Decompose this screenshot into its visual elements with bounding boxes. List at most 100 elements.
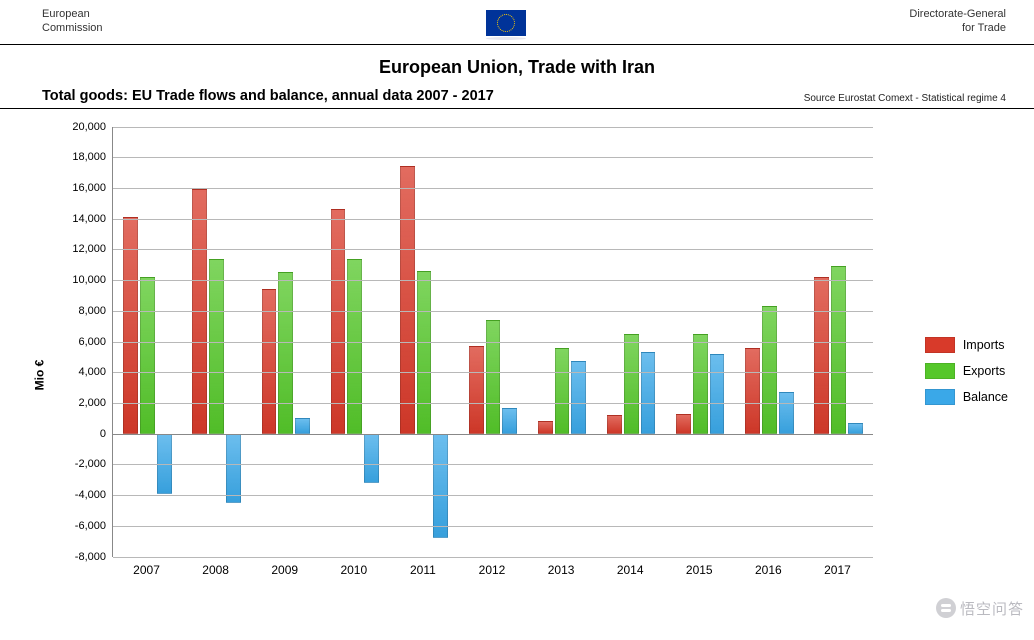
bar: [226, 434, 241, 503]
legend-item: Imports: [925, 337, 1008, 353]
eu-logo: [486, 10, 526, 40]
y-tick-label: 20,000: [54, 121, 106, 133]
y-tick-label: -2,000: [54, 458, 106, 470]
bar: [295, 418, 310, 433]
watermark-icon: [936, 598, 956, 618]
legend-label: Balance: [963, 390, 1008, 404]
bar: [676, 414, 691, 434]
gridline: [113, 372, 873, 373]
bar: [364, 434, 379, 483]
bar: [347, 259, 362, 434]
bar: [209, 259, 224, 434]
x-tick-label: 2014: [617, 563, 644, 577]
x-tick-label: 2011: [410, 563, 436, 577]
main-title: European Union, Trade with Iran: [0, 57, 1034, 78]
header-right-line1: Directorate-General: [909, 8, 1006, 22]
x-axis-labels: 2007 2008 2009 2010 2011 2012 2013 2014 2015 2016…: [112, 563, 872, 581]
bar: [331, 209, 346, 433]
legend-label: Exports: [963, 364, 1005, 378]
bar: [140, 277, 155, 434]
y-tick-label: 18,000: [54, 151, 106, 163]
gridline: [113, 557, 873, 558]
bar: [400, 166, 415, 433]
gridline: [113, 526, 873, 527]
bar: [607, 415, 622, 433]
gridline: [113, 219, 873, 220]
bar: [831, 266, 846, 433]
legend-swatch: [925, 389, 955, 405]
bar: [624, 334, 639, 434]
zero-line: [113, 434, 873, 435]
y-tick-label: 8,000: [54, 305, 106, 317]
y-tick-label: 16,000: [54, 182, 106, 194]
bar: [502, 408, 517, 434]
watermark-text: 悟空问答: [960, 598, 1024, 619]
legend-label: Imports: [963, 338, 1005, 352]
header-left: European Commission: [42, 8, 103, 36]
gridline: [113, 127, 873, 128]
bar: [779, 392, 794, 433]
y-tick-label: 6,000: [54, 336, 106, 348]
header-left-line2: Commission: [42, 22, 103, 36]
y-tick-label: 2,000: [54, 397, 106, 409]
y-tick-label: 0: [54, 428, 106, 440]
gridline: [113, 188, 873, 189]
gridline: [113, 342, 873, 343]
bar: [693, 334, 708, 434]
bar: [538, 421, 553, 433]
gridline: [113, 495, 873, 496]
source-text: Source Eurostat Comext - Statistical reg…: [804, 93, 1006, 108]
eu-flag-icon: [486, 10, 526, 36]
legend-swatch: [925, 337, 955, 353]
subtitle-row: Total goods: EU Trade flows and balance,…: [0, 88, 1034, 109]
legend-item: Balance: [925, 389, 1008, 405]
bar: [469, 346, 484, 434]
y-tick-label: -4,000: [54, 489, 106, 501]
x-tick-label: 2015: [686, 563, 713, 577]
bar: [555, 348, 570, 434]
bar: [710, 354, 725, 434]
x-tick-label: 2017: [824, 563, 851, 577]
y-tick-label: 10,000: [54, 274, 106, 286]
y-axis-ticks: -8,000-6,000-4,000-2,00002,0004,0006,000…: [54, 127, 106, 557]
legend: Imports Exports Balance: [925, 327, 1008, 415]
y-axis-label: Mio €: [32, 359, 46, 390]
watermark: 悟空问答: [936, 598, 1024, 619]
bar: [433, 434, 448, 538]
bar: [848, 423, 863, 434]
page-header: European Commission Directorate-General …: [0, 0, 1034, 45]
x-tick-label: 2012: [479, 563, 506, 577]
x-tick-label: 2007: [133, 563, 160, 577]
bar: [278, 272, 293, 433]
bar: [641, 352, 656, 433]
legend-item: Exports: [925, 363, 1008, 379]
gridline: [113, 157, 873, 158]
y-tick-label: 4,000: [54, 366, 106, 378]
bar: [417, 271, 432, 434]
flag-shadow: [486, 37, 526, 40]
chart-area: Mio € -8,000 -6,000 -4,000 -2,000 0 2,000 4,00…: [0, 127, 1034, 623]
header-right: Directorate-General for Trade: [909, 8, 1006, 36]
plot-area: [112, 127, 873, 557]
gridline: [113, 280, 873, 281]
x-tick-label: 2008: [202, 563, 229, 577]
gridline: [113, 249, 873, 250]
y-tick-label: -8,000: [54, 551, 106, 563]
header-right-line2: for Trade: [909, 22, 1006, 36]
gridline: [113, 311, 873, 312]
header-left-line1: European: [42, 8, 103, 22]
bar: [814, 277, 829, 434]
gridline: [113, 464, 873, 465]
bar: [486, 320, 501, 434]
bar: [762, 306, 777, 433]
gridline: [113, 403, 873, 404]
subtitle: Total goods: EU Trade flows and balance,…: [42, 88, 494, 109]
legend-swatch: [925, 363, 955, 379]
x-tick-label: 2013: [548, 563, 575, 577]
y-tick-label: -6,000: [54, 520, 106, 532]
y-tick-label: 12,000: [54, 243, 106, 255]
bar: [745, 348, 760, 434]
x-tick-label: 2016: [755, 563, 782, 577]
x-tick-label: 2010: [340, 563, 367, 577]
x-tick-label: 2009: [271, 563, 298, 577]
